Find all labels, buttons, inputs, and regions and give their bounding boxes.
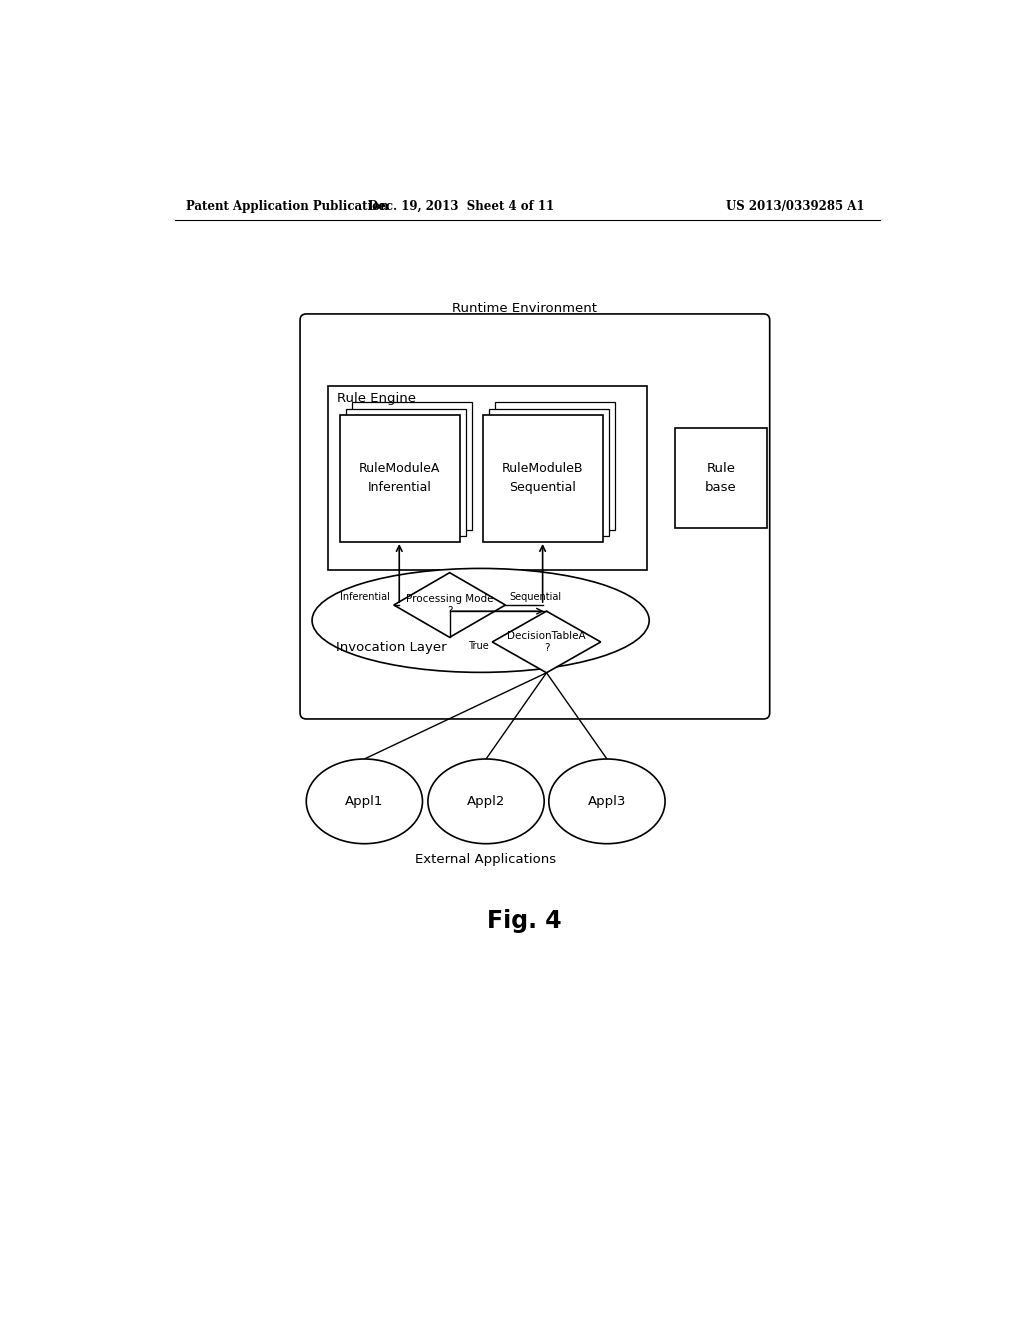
Text: Fig. 4: Fig. 4 (487, 908, 562, 933)
FancyBboxPatch shape (300, 314, 770, 719)
Text: Runtime Environment: Runtime Environment (453, 302, 597, 315)
Ellipse shape (549, 759, 665, 843)
Polygon shape (493, 611, 601, 673)
FancyBboxPatch shape (340, 414, 460, 543)
FancyBboxPatch shape (352, 403, 472, 529)
Text: DecisionTableA
?: DecisionTableA ? (507, 631, 586, 653)
FancyBboxPatch shape (675, 428, 767, 528)
Text: Invocation Layer: Invocation Layer (336, 640, 446, 653)
Polygon shape (394, 573, 506, 638)
Text: RuleModuleA
Inferential: RuleModuleA Inferential (358, 462, 440, 494)
Text: Sequential: Sequential (509, 593, 561, 602)
FancyBboxPatch shape (328, 385, 647, 570)
Text: External Applications: External Applications (416, 853, 557, 866)
Text: Rule
base: Rule base (705, 462, 736, 494)
Text: True: True (468, 640, 488, 651)
Text: RuleModuleB
Sequential: RuleModuleB Sequential (502, 462, 584, 494)
Ellipse shape (312, 569, 649, 672)
FancyBboxPatch shape (483, 414, 603, 543)
Text: Appl3: Appl3 (588, 795, 626, 808)
Text: Dec. 19, 2013  Sheet 4 of 11: Dec. 19, 2013 Sheet 4 of 11 (369, 199, 554, 213)
Text: Processing Mode
?: Processing Mode ? (406, 594, 494, 616)
Text: Inferential: Inferential (340, 593, 390, 602)
Ellipse shape (428, 759, 544, 843)
Text: Appl1: Appl1 (345, 795, 384, 808)
FancyBboxPatch shape (346, 409, 466, 536)
Text: Patent Application Publication: Patent Application Publication (186, 199, 389, 213)
Text: US 2013/0339285 A1: US 2013/0339285 A1 (726, 199, 864, 213)
Ellipse shape (306, 759, 423, 843)
FancyBboxPatch shape (496, 403, 615, 529)
FancyBboxPatch shape (489, 409, 609, 536)
Text: Appl2: Appl2 (467, 795, 505, 808)
Text: Rule Engine: Rule Engine (337, 392, 416, 405)
